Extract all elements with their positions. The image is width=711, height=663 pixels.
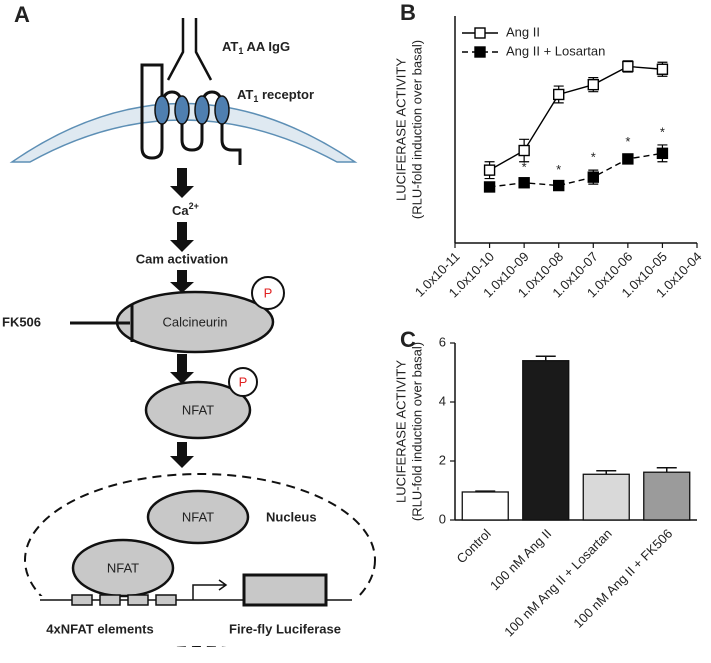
arrow (170, 222, 194, 252)
point (656, 63, 669, 75)
nfat-label: NFAT (182, 509, 214, 524)
text: AT (222, 39, 238, 54)
nfat-label: NFAT (107, 560, 139, 575)
nfat (146, 489, 250, 545)
helix (174, 95, 190, 125)
text: Ca (172, 203, 189, 218)
panel-label: B (400, 0, 416, 25)
text: 2+ (189, 201, 199, 211)
point (656, 147, 669, 160)
point (622, 60, 634, 73)
point (587, 78, 599, 91)
bar (461, 491, 509, 521)
significance: * (660, 124, 665, 139)
arrow (170, 354, 194, 384)
y-axis-label: (RLU-fold induction over basal) (409, 342, 424, 521)
y-axis-label: LUCIFERASE ACTIVITY (393, 360, 408, 503)
point (553, 179, 565, 192)
nucleus-label: Nucleus (266, 509, 317, 524)
x-tick-label: 100 nM Ang II (487, 526, 554, 593)
panel-label: C (400, 327, 416, 352)
element (99, 594, 121, 606)
inhibitor-label: FK506 (2, 314, 41, 329)
y-axis-label: (RLU-fold induction over basal) (409, 40, 424, 219)
point (483, 164, 496, 176)
text: 1 (253, 94, 258, 104)
point (553, 88, 565, 101)
text: receptor (258, 87, 314, 102)
y-axis-label: LUCIFERASE ACTIVITY (393, 58, 408, 201)
helix (214, 95, 230, 125)
y-tick-label: 2 (439, 452, 446, 467)
x-tick-label: Control (454, 526, 494, 566)
receptor-loop (140, 63, 164, 160)
phosphate-label: P (239, 374, 248, 389)
helix (154, 95, 170, 125)
arrow (170, 270, 194, 293)
point (518, 144, 530, 157)
y-tick-label: 4 (439, 393, 446, 408)
cam-label: Cam activation (136, 251, 229, 266)
legend-label: Ang II (506, 24, 540, 39)
inhibition (70, 304, 134, 342)
element (71, 594, 93, 606)
calcineurin-label: Calcineurin (162, 314, 227, 329)
point (483, 181, 496, 193)
reporter-label: Fire-fly Luciferase (229, 621, 341, 636)
series-line (489, 152, 663, 188)
bar (522, 360, 570, 521)
antibody (166, 18, 213, 81)
series-line (489, 65, 663, 171)
point (518, 177, 530, 189)
significance: * (625, 134, 630, 149)
phosphate (251, 276, 285, 310)
y-tick-label: 6 (439, 334, 446, 349)
error-bar (656, 467, 677, 473)
legend-label: Ang II + Losartan (506, 43, 605, 58)
error-bar (535, 355, 556, 361)
legend-marker (474, 27, 486, 39)
nfat (144, 380, 252, 440)
panel-label: A (14, 2, 30, 27)
y-tick-label: 0 (439, 511, 446, 526)
pathway-diagram: A AT1 AA IgG AT1 receptor Ca2+ Cam activ… (2, 2, 376, 647)
receptor-label: AT1 receptor (237, 87, 314, 104)
point (587, 171, 599, 183)
luciferase (242, 573, 328, 607)
bar (582, 473, 630, 521)
text: AA IgG (243, 39, 290, 54)
text: 1 (238, 46, 243, 56)
x-tick-label: 100 nM Ang II + Losartan (501, 526, 615, 640)
arrow (170, 168, 194, 198)
text: AT (237, 87, 253, 102)
element (127, 594, 149, 606)
x-tick-label: 100 nM Ang II + FK506 (570, 526, 675, 631)
significance: * (522, 159, 527, 174)
nfat-label: NFAT (182, 402, 214, 417)
nfat (71, 538, 175, 598)
significance: * (556, 162, 561, 177)
arrow (170, 442, 194, 468)
elements-label: 4xNFAT elements (46, 621, 153, 636)
helix (194, 95, 210, 125)
point (622, 153, 634, 165)
legend-marker (474, 46, 486, 58)
element (155, 594, 177, 606)
phosphate-label: P (264, 285, 273, 300)
promoter (192, 579, 228, 600)
significance: * (591, 150, 596, 165)
ligand-label: AT1 AA IgG (222, 39, 290, 56)
membrane (9, 102, 358, 163)
bar (643, 471, 691, 521)
calcium-label: Ca2+ (172, 201, 199, 218)
phosphate (228, 367, 258, 397)
